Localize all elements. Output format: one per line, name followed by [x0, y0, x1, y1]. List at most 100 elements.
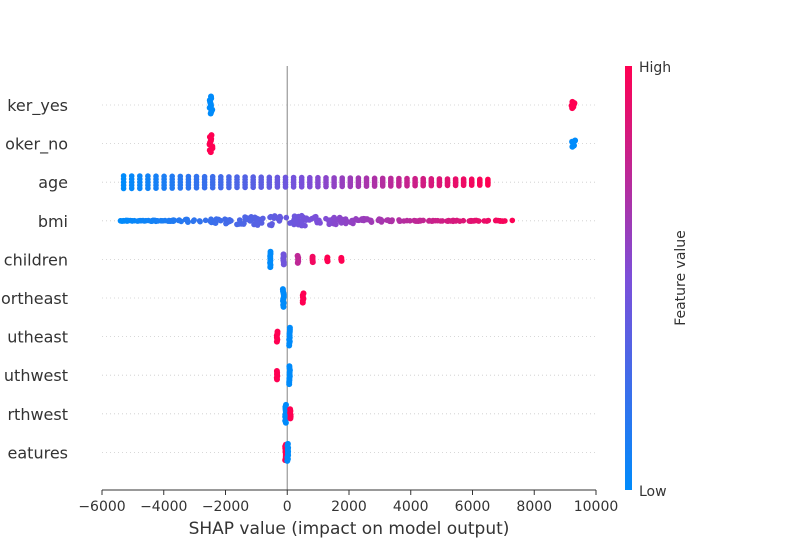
data-point	[331, 214, 337, 221]
data-point	[252, 214, 258, 221]
data-point	[466, 218, 473, 224]
data-point	[193, 185, 200, 191]
data-point	[437, 218, 444, 224]
data-point	[426, 218, 432, 224]
feature-label: utheast	[7, 328, 68, 347]
data-point	[226, 184, 232, 191]
data-point	[396, 217, 402, 223]
data-point	[137, 185, 143, 192]
data-point	[274, 376, 280, 383]
data-point	[509, 217, 516, 224]
data-point	[384, 217, 390, 223]
data-point	[273, 338, 280, 345]
x-tick-label: 10000	[574, 499, 619, 515]
data-point	[218, 184, 224, 191]
feature-label: ker_yes	[7, 96, 68, 116]
data-point	[242, 216, 249, 223]
data-point	[177, 185, 184, 191]
data-point	[185, 185, 192, 191]
data-point	[404, 183, 410, 189]
data-point	[500, 218, 506, 224]
feature-label: oker_no	[5, 135, 68, 155]
x-tick-label: 4000	[393, 499, 429, 515]
data-point	[207, 110, 214, 117]
data-point	[396, 183, 402, 189]
data-point	[412, 182, 418, 189]
data-point	[292, 218, 299, 225]
data-point	[286, 342, 293, 349]
data-point	[307, 183, 313, 190]
data-point	[447, 218, 454, 224]
data-point	[201, 184, 208, 191]
data-point	[432, 217, 439, 224]
data-point	[258, 220, 265, 226]
data-point	[428, 182, 435, 189]
data-point	[282, 419, 289, 426]
data-point	[331, 183, 337, 190]
data-point	[282, 184, 289, 190]
data-point	[134, 218, 141, 224]
data-point	[128, 185, 135, 192]
data-point	[569, 143, 576, 150]
x-tick-label: −2000	[202, 499, 249, 515]
data-point	[481, 218, 488, 224]
feature-label: eatures	[8, 443, 68, 462]
data-point	[267, 214, 273, 221]
x-axis-title: SHAP value (impact on model output)	[189, 519, 510, 539]
data-point	[266, 184, 273, 190]
data-point	[359, 216, 365, 222]
data-point	[209, 184, 216, 191]
data-point	[477, 182, 483, 188]
data-point	[338, 257, 345, 264]
data-point	[287, 220, 293, 226]
data-point	[287, 415, 294, 422]
data-point	[258, 184, 265, 190]
x-tick-label: −4000	[140, 499, 187, 515]
data-point	[290, 184, 297, 190]
data-point	[120, 185, 127, 192]
data-points	[117, 93, 579, 464]
data-point	[280, 261, 287, 268]
data-point	[379, 183, 386, 189]
data-point	[389, 217, 395, 223]
data-point	[208, 216, 214, 222]
data-point	[247, 218, 253, 224]
data-point	[153, 185, 159, 191]
feature-label: ortheast	[1, 289, 68, 308]
data-point	[569, 105, 576, 112]
data-point	[254, 219, 260, 226]
data-point	[250, 184, 256, 191]
colorbar: High Low Feature value	[625, 60, 689, 500]
data-point	[452, 182, 459, 189]
data-point	[404, 217, 410, 224]
data-point	[299, 299, 306, 306]
x-tick-label: 8000	[516, 499, 552, 515]
data-point	[234, 184, 240, 191]
data-point	[176, 217, 182, 223]
data-point	[226, 217, 233, 224]
x-tick-label: −6000	[78, 499, 125, 515]
data-point	[475, 218, 482, 224]
data-point	[280, 303, 287, 310]
data-point	[368, 217, 374, 224]
data-point	[317, 220, 323, 226]
data-point	[468, 182, 475, 188]
data-point	[460, 217, 467, 224]
data-point	[363, 183, 370, 189]
data-point	[284, 457, 291, 464]
data-point	[161, 185, 167, 191]
data-point	[267, 264, 274, 271]
data-point	[129, 218, 135, 224]
data-point	[145, 185, 151, 192]
data-point	[169, 217, 175, 224]
data-point	[155, 218, 161, 224]
data-point	[217, 217, 224, 224]
data-point	[485, 217, 492, 224]
x-tick-label: 2000	[331, 499, 367, 515]
data-point	[323, 215, 329, 222]
data-point	[286, 381, 293, 388]
data-point	[260, 215, 266, 222]
colorbar-gradient	[625, 66, 632, 490]
